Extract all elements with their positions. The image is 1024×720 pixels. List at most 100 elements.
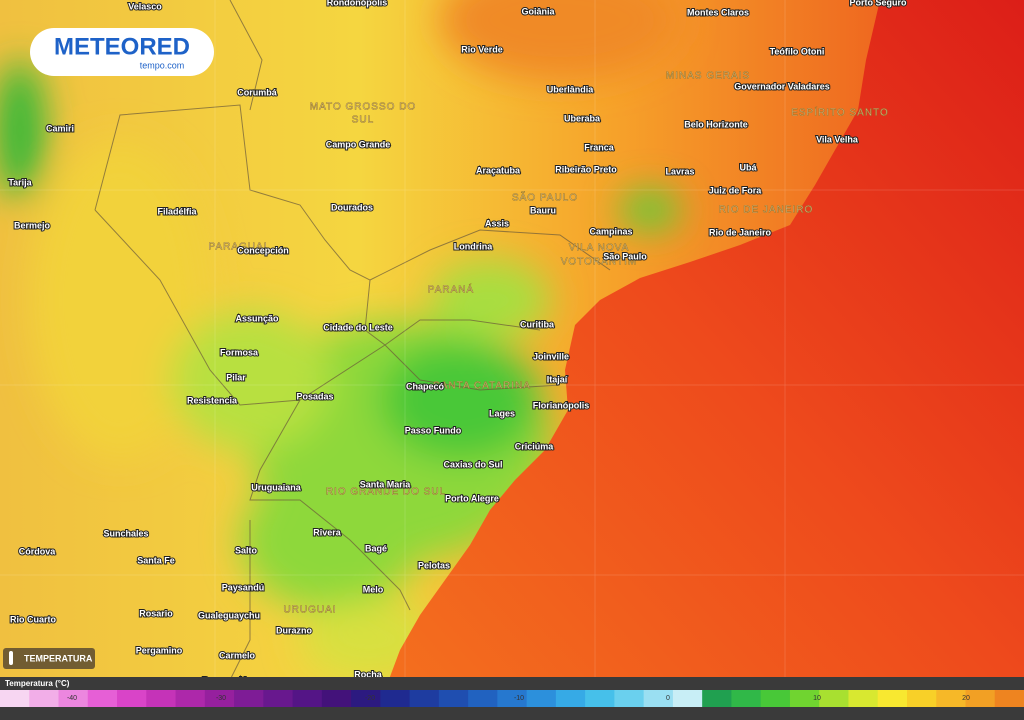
city-label: Rio Cuarto [10,614,57,624]
city-label: Assis [485,218,509,228]
city-label: Uberaba [564,113,601,123]
city-label: Montes Claros [687,7,749,17]
legend-swatch [702,690,732,707]
legend-swatch [877,690,908,707]
city-label: Gualeguaychu [198,610,260,620]
legend-tick-label: -30 [216,695,226,702]
city-label: Campo Grande [326,139,391,149]
city-label: Bagé [365,543,387,553]
city-label: Uruguaiana [251,482,302,492]
legend-title: Temperatura (°C) [5,679,70,688]
city-label: Dourados [331,202,373,212]
region-label: RIO DE JANEIRO [719,205,814,216]
city-label: Carmelo [219,650,256,660]
city-label: Itajaí [547,374,568,384]
city-label: Tarija [8,177,32,187]
legend-swatch [497,690,528,707]
city-label: Santa Maria [360,479,412,489]
thermometer-icon [9,651,13,665]
city-label: Florianópolis [533,400,590,410]
city-label: Passo Fundo [405,425,462,435]
city-label: Rivera [313,527,342,537]
city-label: Paysandú [222,582,265,592]
legend-swatch [292,690,323,707]
city-label: Porto Seguro [849,0,907,7]
city-label: Melo [363,584,384,594]
legend-tick-label: -40 [67,695,77,702]
legend-swatch [409,690,440,707]
legend-swatch [438,690,469,707]
city-label: Bauru [530,205,556,215]
city-label: Rio Verde [461,44,503,54]
city-label: Pelotas [418,560,450,570]
city-label: Velasco [128,1,162,11]
city-label: Córdova [19,546,57,556]
legend-swatch [58,690,89,707]
city-label: Pergamino [136,645,183,655]
legend-swatch [965,690,996,707]
logo-badge[interactable] [30,28,214,76]
legend-swatch [936,690,966,707]
city-label: Rosario [139,608,173,618]
city-label: Caxias do Sul [443,459,502,469]
city-label: Governador Valadares [734,81,830,91]
city-label: Concepción [237,245,289,255]
city-label: Posadas [296,391,333,401]
legend-swatch [380,690,411,707]
city-label: Chapecó [406,381,445,391]
legend-swatch [526,690,557,707]
city-label: Criciúma [515,441,555,451]
region-label: MINAS GERAIS [666,71,750,82]
legend-swatch [468,690,498,707]
city-label: Rondonópolis [327,0,388,7]
legend-strip [0,677,1024,690]
logo-site: tempo.com [140,60,185,70]
city-label: Cidade do Leste [323,322,393,332]
city-label: Sunchales [103,528,148,538]
legend-swatch [234,690,264,707]
city-label: Bermejo [14,220,51,230]
city-label: Campinas [589,226,632,236]
region-label: SUL [352,115,374,126]
city-label: Londrina [454,241,493,251]
legend-tick-label: 20 [962,695,970,702]
region-label: PARAGUAI [209,242,268,253]
region-label: URUGUAI [283,605,336,616]
region-label: RIO GRANDE DO SUL [326,487,446,498]
layer-button[interactable] [3,648,95,669]
legend-base [0,707,1024,720]
city-label: Camiri [46,123,74,133]
legend-swatch [760,690,791,707]
legend-swatch [585,690,615,707]
legend-swatch [672,690,703,707]
city-label: Pilar [226,372,246,382]
city-label: Goiânia [521,6,555,16]
city-label: Santa Fe [137,555,175,565]
legend-tick-label: -10 [514,695,524,702]
legend-swatch [146,690,177,707]
graticule [0,0,1024,690]
city-label: São Paulo [603,251,647,261]
legend-swatch [848,690,879,707]
city-label: Formosa [220,347,259,357]
city-label: Rio de Janeiro [709,227,772,237]
city-label: Lavras [665,166,694,176]
layer-button-label: TEMPERATURA [24,653,93,663]
legend-swatch [643,690,674,707]
region-label: MATO GROSSO DO [310,102,416,113]
city-label: Durazno [276,625,313,635]
city-label: Assunção [235,313,279,323]
legend-tick-label: -20 [365,695,375,702]
city-label: Curitiba [520,319,555,329]
city-label: Joinville [533,351,569,361]
region-label: VOTORANTIM [561,257,637,268]
region-label: PARANÁ [428,283,474,296]
city-label: Juiz de Fora [709,185,763,195]
city-label: Filadélfia [157,206,197,216]
region-label: SÃO PAULO [512,191,578,204]
legend-swatch [321,690,352,707]
city-label: Lages [489,408,515,418]
city-label: Porto Alegre [445,493,499,503]
legend-swatch [87,690,118,707]
city-label: Franca [584,142,615,152]
